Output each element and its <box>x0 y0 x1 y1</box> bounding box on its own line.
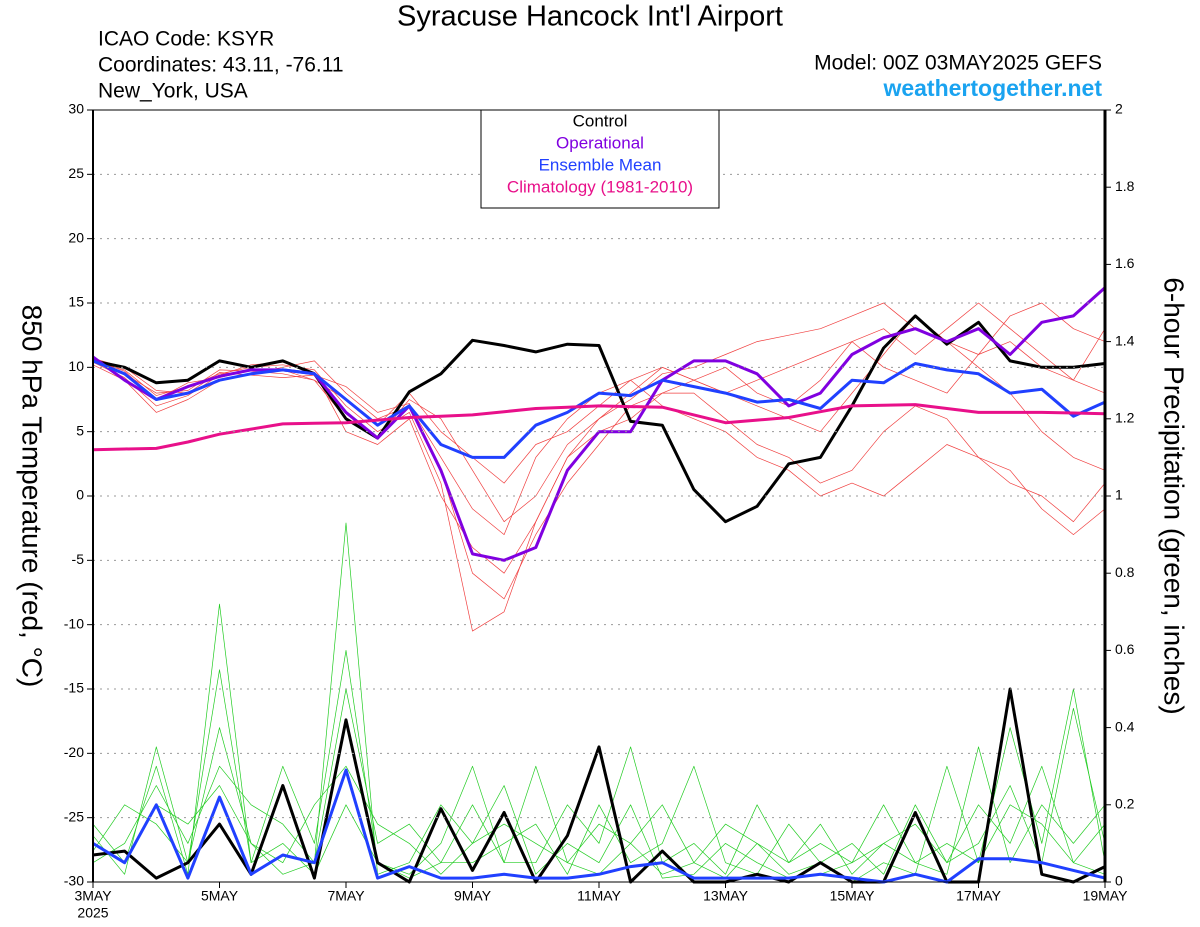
y2-tick-label: 1.4 <box>1115 332 1135 348</box>
y2-tick-label: 1.8 <box>1115 178 1135 194</box>
series-line <box>92 650 1106 875</box>
info-line: ICAO Code: KSYR <box>98 28 274 51</box>
series-line <box>92 314 1106 524</box>
x-tick-label: 5MAY <box>201 888 239 904</box>
info-line: Coordinates: 43.11, -76.11 <box>98 54 344 77</box>
model-label: Model: 00Z 03MAY2025 GEFS <box>814 52 1102 75</box>
y2-tick-label: 0.4 <box>1115 718 1135 734</box>
x-tick-label: 11MAY <box>577 888 621 904</box>
series-line <box>92 360 1106 535</box>
site-label: weathertogether.net <box>882 75 1102 101</box>
y-tick-label: -25 <box>64 808 84 824</box>
x-tick-label: 19MAY <box>1083 888 1129 904</box>
plot-area <box>92 286 1107 884</box>
y-axis-label: 850 hPa Temperature (red, °C) <box>17 305 48 688</box>
series-line <box>92 359 1106 459</box>
x-tick-label: 7MAY <box>327 888 365 904</box>
series-line <box>92 302 1106 523</box>
y2-tick-label: 0.6 <box>1115 641 1135 657</box>
y-tick-label: 15 <box>68 294 84 310</box>
year-label: 2025 <box>77 905 108 921</box>
legend-label: Ensemble Mean <box>539 155 662 174</box>
y2-tick-label: 1.6 <box>1115 255 1135 271</box>
y-tick-label: 25 <box>68 165 84 181</box>
info-line: New_York, USA <box>98 80 248 103</box>
y-tick-label: -10 <box>64 615 84 631</box>
series-line <box>92 688 1106 875</box>
x-tick-label: 13MAY <box>703 888 749 904</box>
series-line <box>92 315 1106 632</box>
y2-tick-label: 0 <box>1115 873 1123 889</box>
y2-tick-label: 0.8 <box>1115 564 1135 580</box>
y-tick-label: 0 <box>76 487 84 503</box>
y-tick-label: -30 <box>64 873 84 889</box>
series-line <box>92 765 1106 875</box>
legend-label: Control <box>573 111 628 130</box>
series-line <box>92 768 1106 884</box>
legend-box <box>480 109 720 209</box>
series-line <box>92 522 1106 879</box>
legend-label: Climatology (1981-2010) <box>507 177 693 196</box>
y-tick-label: 20 <box>68 229 84 245</box>
y-tick-label: -20 <box>64 744 84 760</box>
series-line <box>92 403 1106 452</box>
y2-tick-label: 2 <box>1115 101 1123 117</box>
x-tick-label: 9MAY <box>454 888 492 904</box>
y-tick-label: 10 <box>68 358 84 374</box>
y-tick-label: 5 <box>76 422 84 438</box>
chart-title: Syracuse Hancock Int'l Airport <box>397 1 783 33</box>
legend-label: Operational <box>556 133 644 152</box>
x-tick-label: 15MAY <box>830 888 876 904</box>
y-tick-label: -5 <box>72 551 85 567</box>
y2-tick-label: 1.2 <box>1115 410 1135 426</box>
y-tick-label: 30 <box>68 101 84 117</box>
series-line <box>92 603 1106 883</box>
series-line <box>92 286 1107 562</box>
x-tick-label: 3MAY <box>74 888 112 904</box>
y2-tick-label: 1 <box>1115 487 1123 503</box>
y2-axis-label: 6-hour Precipitation (green, inches) <box>1159 277 1190 714</box>
x-tick-label: 17MAY <box>956 888 1002 904</box>
y-tick-label: -15 <box>64 680 84 696</box>
series-line <box>92 687 1106 884</box>
y2-tick-label: 0.2 <box>1115 796 1135 812</box>
